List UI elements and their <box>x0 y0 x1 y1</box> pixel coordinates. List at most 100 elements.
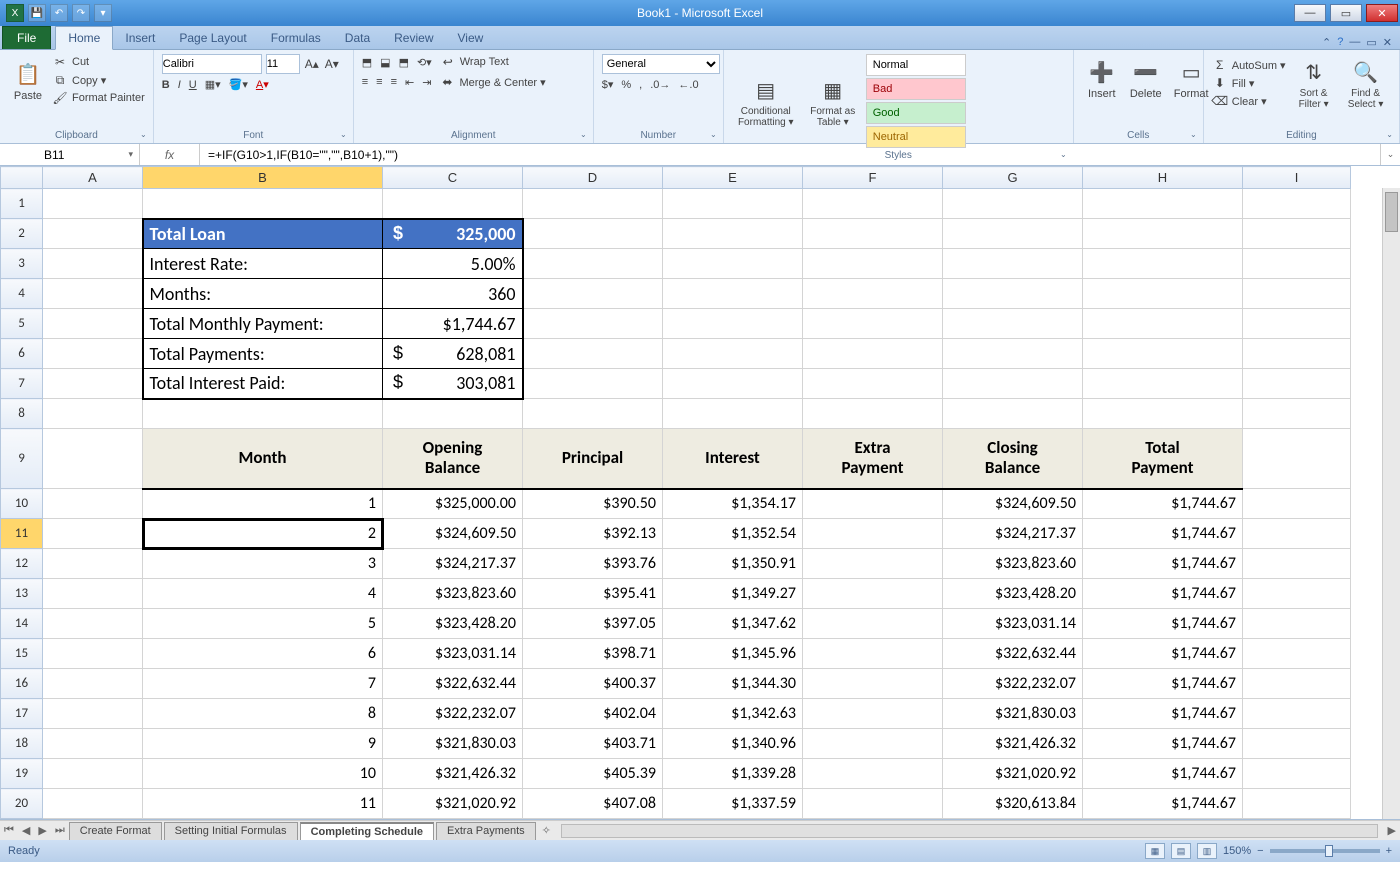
cell-H9[interactable]: TotalPayment <box>1083 429 1243 489</box>
cell-F4[interactable] <box>803 279 943 309</box>
cell-I8[interactable] <box>1243 399 1351 429</box>
cell-D14[interactable]: $397.05 <box>523 609 663 639</box>
ribbon-tab-page-layout[interactable]: Page Layout <box>167 27 258 49</box>
cell-B15[interactable]: 6 <box>143 639 383 669</box>
hscroll-right-icon[interactable]: ▶ <box>1384 824 1400 837</box>
style-cell-bad[interactable]: Bad <box>866 78 966 100</box>
cell-A12[interactable] <box>43 549 143 579</box>
cell-H3[interactable] <box>1083 249 1243 279</box>
format-painter-button[interactable]: 🖌Format Painter <box>52 90 145 106</box>
cell-E6[interactable] <box>663 339 803 369</box>
cell-D19[interactable]: $405.39 <box>523 759 663 789</box>
cell-F6[interactable] <box>803 339 943 369</box>
cell-C13[interactable]: $323,823.60 <box>383 579 523 609</box>
number-format-select[interactable]: General <box>602 54 720 74</box>
row-header-6[interactable]: 6 <box>1 339 43 369</box>
col-header-G[interactable]: G <box>943 167 1083 189</box>
cell-H18[interactable]: $1,744.67 <box>1083 729 1243 759</box>
file-tab[interactable]: File <box>2 26 51 49</box>
cell-G16[interactable]: $322,232.07 <box>943 669 1083 699</box>
cell-E8[interactable] <box>663 399 803 429</box>
cell-G2[interactable] <box>943 219 1083 249</box>
cell-B5[interactable]: Total Monthly Payment: <box>143 309 383 339</box>
ribbon-tab-formulas[interactable]: Formulas <box>259 27 333 49</box>
col-header-B[interactable]: B <box>143 167 383 189</box>
cell-G18[interactable]: $321,426.32 <box>943 729 1083 759</box>
cell-A8[interactable] <box>43 399 143 429</box>
cell-F18[interactable] <box>803 729 943 759</box>
cell-I6[interactable] <box>1243 339 1351 369</box>
cell-H11[interactable]: $1,744.67 <box>1083 519 1243 549</box>
cell-B10[interactable]: 1 <box>143 489 383 519</box>
insert-button[interactable]: ➕Insert <box>1082 54 1122 102</box>
cell-C19[interactable]: $321,426.32 <box>383 759 523 789</box>
ribbon-tab-review[interactable]: Review <box>382 27 445 49</box>
row-header-17[interactable]: 17 <box>1 699 43 729</box>
cell-E1[interactable] <box>663 189 803 219</box>
row-header-2[interactable]: 2 <box>1 219 43 249</box>
col-header-C[interactable]: C <box>383 167 523 189</box>
shrink-font-icon[interactable]: A▾ <box>324 56 340 72</box>
cell-I14[interactable] <box>1243 609 1351 639</box>
cell-C12[interactable]: $324,217.37 <box>383 549 523 579</box>
row-header-5[interactable]: 5 <box>1 309 43 339</box>
cell-H5[interactable] <box>1083 309 1243 339</box>
sheet-nav-first-icon[interactable]: ⏮ <box>0 824 18 837</box>
orientation-icon[interactable]: ⟲▾ <box>417 56 432 69</box>
cell-F7[interactable] <box>803 369 943 399</box>
cell-B9[interactable]: Month <box>143 429 383 489</box>
cell-I3[interactable] <box>1243 249 1351 279</box>
row-header-7[interactable]: 7 <box>1 369 43 399</box>
paste-button[interactable]: 📋 Paste <box>8 56 48 104</box>
cell-D4[interactable] <box>523 279 663 309</box>
delete-button[interactable]: ➖Delete <box>1126 54 1166 102</box>
cell-B14[interactable]: 5 <box>143 609 383 639</box>
help-icon[interactable]: ? <box>1337 36 1343 49</box>
font-name-input[interactable] <box>162 54 262 74</box>
cell-B18[interactable]: 9 <box>143 729 383 759</box>
save-icon[interactable]: 💾 <box>28 4 46 22</box>
cell-G19[interactable]: $321,020.92 <box>943 759 1083 789</box>
font-size-input[interactable] <box>266 54 300 74</box>
cell-C5[interactable]: $1,744.67 <box>383 309 523 339</box>
col-header-F[interactable]: F <box>803 167 943 189</box>
new-sheet-icon[interactable]: ✧ <box>538 824 555 837</box>
workbook-restore-icon[interactable]: ▭ <box>1366 36 1376 49</box>
workbook-close-icon[interactable]: ✕ <box>1383 36 1392 49</box>
col-header-A[interactable]: A <box>43 167 143 189</box>
row-header-16[interactable]: 16 <box>1 669 43 699</box>
cell-B1[interactable] <box>143 189 383 219</box>
cell-B4[interactable]: Months: <box>143 279 383 309</box>
cell-G17[interactable]: $321,830.03 <box>943 699 1083 729</box>
cell-B12[interactable]: 3 <box>143 549 383 579</box>
align-bottom-icon[interactable]: ⬒ <box>399 56 409 69</box>
cell-B11[interactable]: 2 <box>143 519 383 549</box>
cell-G12[interactable]: $323,823.60 <box>943 549 1083 579</box>
cell-H10[interactable]: $1,744.67 <box>1083 489 1243 519</box>
cell-F13[interactable] <box>803 579 943 609</box>
cell-I9[interactable] <box>1243 429 1351 489</box>
cell-styles-gallery[interactable]: NormalBadGoodNeutral <box>866 54 1065 148</box>
cell-I12[interactable] <box>1243 549 1351 579</box>
horizontal-scrollbar[interactable] <box>561 824 1378 838</box>
cell-F10[interactable] <box>803 489 943 519</box>
cell-H20[interactable]: $1,744.67 <box>1083 789 1243 819</box>
row-header-13[interactable]: 13 <box>1 579 43 609</box>
cell-G9[interactable]: ClosingBalance <box>943 429 1083 489</box>
cell-F14[interactable] <box>803 609 943 639</box>
cell-A9[interactable] <box>43 429 143 489</box>
cell-H13[interactable]: $1,744.67 <box>1083 579 1243 609</box>
cell-A5[interactable] <box>43 309 143 339</box>
cell-E4[interactable] <box>663 279 803 309</box>
cell-F19[interactable] <box>803 759 943 789</box>
cell-C18[interactable]: $321,830.03 <box>383 729 523 759</box>
cell-C7[interactable]: $303,081 <box>383 369 523 399</box>
cell-G14[interactable]: $323,031.14 <box>943 609 1083 639</box>
cell-C15[interactable]: $323,031.14 <box>383 639 523 669</box>
cell-F2[interactable] <box>803 219 943 249</box>
cell-D5[interactable] <box>523 309 663 339</box>
cell-A15[interactable] <box>43 639 143 669</box>
cell-H8[interactable] <box>1083 399 1243 429</box>
cell-F16[interactable] <box>803 669 943 699</box>
cell-A16[interactable] <box>43 669 143 699</box>
